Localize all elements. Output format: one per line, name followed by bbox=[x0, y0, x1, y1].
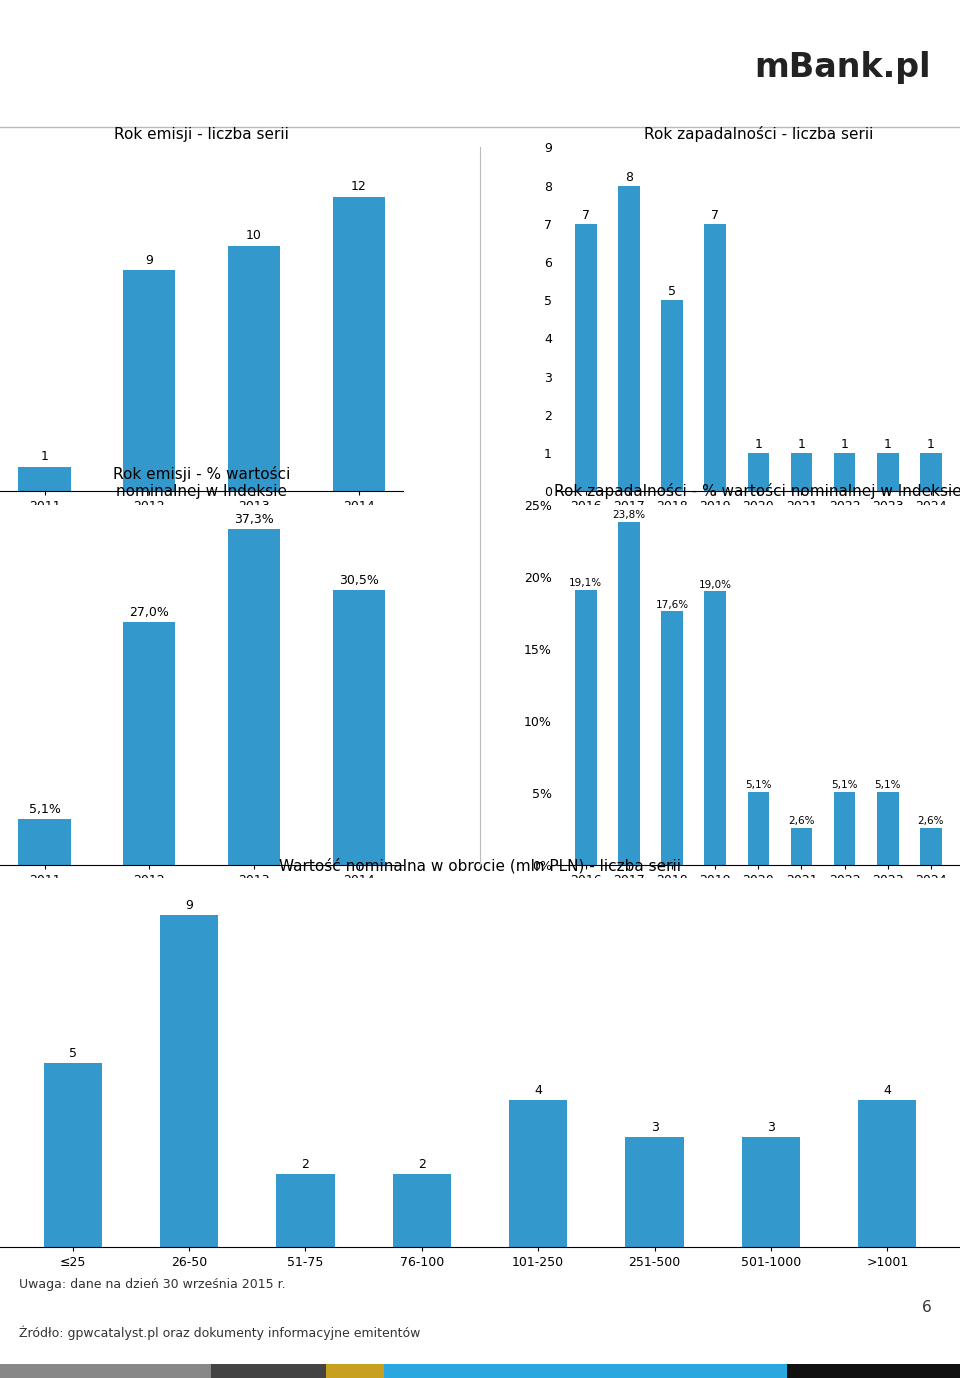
Text: 17,6%: 17,6% bbox=[656, 599, 688, 610]
Title: Wartość nominalna w obrocie (mln PLN) - liczba serii: Wartość nominalna w obrocie (mln PLN) - … bbox=[279, 857, 681, 874]
Text: 1: 1 bbox=[884, 438, 892, 451]
Bar bbox=[834, 791, 855, 865]
Bar bbox=[575, 590, 596, 865]
Text: 2: 2 bbox=[418, 1158, 425, 1170]
Text: 9: 9 bbox=[185, 900, 193, 912]
Text: 5,1%: 5,1% bbox=[875, 780, 901, 790]
Text: 7: 7 bbox=[711, 209, 719, 222]
Text: 19,1%: 19,1% bbox=[569, 579, 602, 588]
Text: 3: 3 bbox=[767, 1120, 775, 1134]
Text: 4: 4 bbox=[535, 1084, 542, 1097]
Text: 2,6%: 2,6% bbox=[788, 816, 815, 827]
Text: 27,0%: 27,0% bbox=[130, 606, 169, 619]
Text: 2: 2 bbox=[301, 1158, 309, 1170]
Bar bbox=[661, 300, 683, 491]
Bar bbox=[43, 1062, 102, 1247]
Bar bbox=[834, 453, 855, 491]
Bar bbox=[123, 270, 176, 491]
Text: 5,1%: 5,1% bbox=[831, 780, 858, 790]
Text: 2,6%: 2,6% bbox=[918, 816, 944, 827]
Bar bbox=[920, 453, 942, 491]
Bar bbox=[575, 223, 596, 491]
Bar bbox=[791, 453, 812, 491]
Bar bbox=[618, 522, 639, 865]
Text: 37,3%: 37,3% bbox=[234, 513, 274, 526]
Bar bbox=[160, 915, 218, 1247]
Bar bbox=[18, 467, 71, 491]
Text: 5,1%: 5,1% bbox=[29, 803, 60, 816]
Bar bbox=[18, 819, 71, 865]
Text: 19,0%: 19,0% bbox=[699, 580, 732, 590]
Title: Rok emisji - liczba serii: Rok emisji - liczba serii bbox=[114, 127, 289, 142]
Bar bbox=[876, 453, 899, 491]
Text: 9: 9 bbox=[145, 254, 154, 266]
Text: 3: 3 bbox=[651, 1120, 659, 1134]
Text: 6: 6 bbox=[922, 1299, 931, 1315]
Bar bbox=[333, 590, 385, 865]
Bar bbox=[748, 791, 769, 865]
Bar bbox=[858, 1100, 917, 1247]
Bar bbox=[661, 612, 683, 865]
Text: 10: 10 bbox=[246, 229, 262, 243]
Bar bbox=[333, 197, 385, 491]
Text: 23,8%: 23,8% bbox=[612, 510, 645, 521]
Text: 5,1%: 5,1% bbox=[745, 780, 772, 790]
Bar bbox=[509, 1100, 567, 1247]
Bar bbox=[920, 828, 942, 865]
Text: 1: 1 bbox=[798, 438, 805, 451]
Text: 1: 1 bbox=[755, 438, 762, 451]
Text: 4: 4 bbox=[883, 1084, 891, 1097]
Bar bbox=[742, 1137, 800, 1247]
Bar bbox=[705, 591, 726, 865]
Text: 8: 8 bbox=[625, 171, 633, 183]
Bar bbox=[228, 245, 280, 491]
Bar bbox=[393, 1174, 451, 1247]
Text: 30,5%: 30,5% bbox=[339, 575, 379, 587]
Text: 1: 1 bbox=[927, 438, 935, 451]
Bar bbox=[276, 1174, 334, 1247]
Bar bbox=[705, 223, 726, 491]
Bar bbox=[626, 1137, 684, 1247]
Title: Rok zapadalności - % wartości nominalnej w Indeksie: Rok zapadalności - % wartości nominalnej… bbox=[555, 484, 960, 499]
Title: Rok emisji - % wartości
nominalnej w Indeksie: Rok emisji - % wartości nominalnej w Ind… bbox=[113, 466, 290, 499]
Text: 12: 12 bbox=[351, 181, 367, 193]
Text: Uwaga: dane na dzień 30 września 2015 r.: Uwaga: dane na dzień 30 września 2015 r. bbox=[19, 1279, 286, 1291]
Text: 5: 5 bbox=[69, 1047, 77, 1060]
Text: mBank.pl: mBank.pl bbox=[755, 51, 931, 84]
Text: 1: 1 bbox=[841, 438, 849, 451]
Bar bbox=[791, 828, 812, 865]
Text: 1: 1 bbox=[40, 451, 48, 463]
Bar bbox=[123, 621, 176, 865]
Bar bbox=[618, 186, 639, 491]
Text: Źródło: gpwcatalyst.pl oraz dokumenty informacyjne emitentów: Źródło: gpwcatalyst.pl oraz dokumenty in… bbox=[19, 1326, 420, 1339]
Text: 5: 5 bbox=[668, 285, 676, 298]
Bar bbox=[228, 529, 280, 865]
Text: 7: 7 bbox=[582, 209, 589, 222]
Bar bbox=[748, 453, 769, 491]
Title: Rok zapadalności - liczba serii: Rok zapadalności - liczba serii bbox=[643, 127, 873, 142]
Bar bbox=[876, 791, 899, 865]
